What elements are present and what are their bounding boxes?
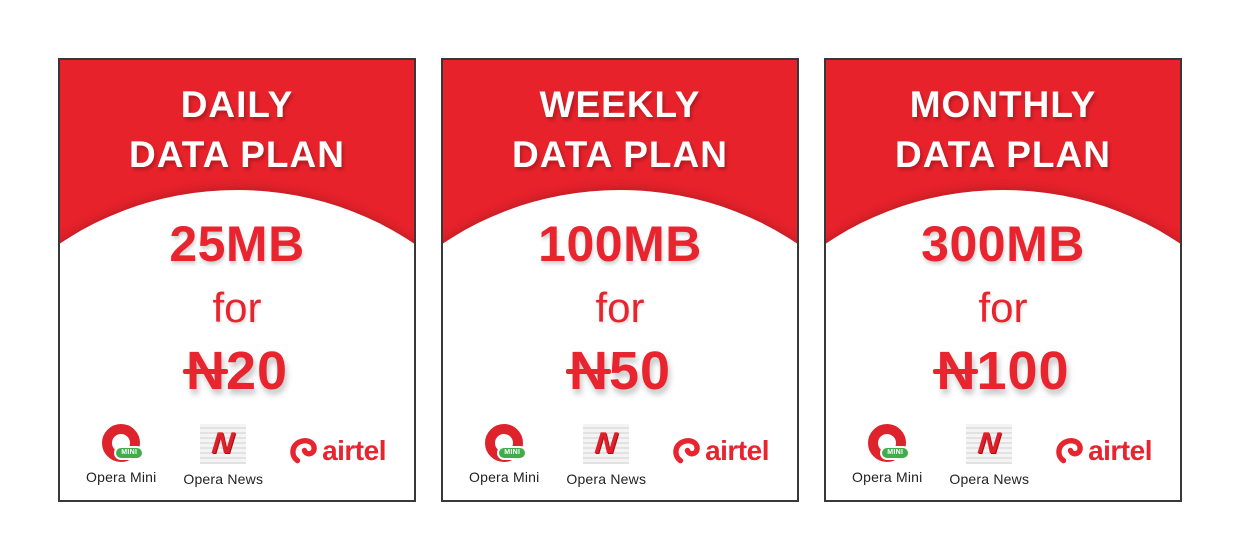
naira-sign: N [933, 341, 979, 401]
data-amount: 300MB [921, 216, 1085, 272]
partner-logos: MINI Opera Mini N Opera News airtel [826, 424, 1180, 487]
price: N50 [565, 340, 672, 402]
mini-badge: MINI [114, 446, 145, 460]
card-content: DAILY DATA PLAN 25MB for N20 MINI Opera … [60, 60, 414, 500]
opera-news-icon: N [966, 424, 1013, 464]
opera-mini-icon: MINI [485, 424, 528, 462]
airtel-wordmark: airtel [1088, 435, 1152, 466]
opera-mini-logo: MINI Opera Mini [86, 424, 156, 485]
for-label: for [978, 284, 1028, 331]
opera-news-icon: N [583, 424, 630, 464]
plan-title-line2: DATA PLAN [129, 134, 345, 175]
plan-title: WEEKLY DATA PLAN [512, 80, 728, 180]
opera-news-label: Opera News [183, 471, 264, 487]
airtel-swoosh-icon [290, 438, 317, 464]
opera-mini-icon: MINI [102, 424, 145, 462]
card-content: WEEKLY DATA PLAN 100MB for N50 MINI Oper… [443, 60, 797, 500]
opera-news-label: Opera News [949, 471, 1030, 487]
mini-badge: MINI [880, 446, 911, 460]
daily-plan-card: DAILY DATA PLAN 25MB for N20 MINI Opera … [58, 58, 416, 502]
opera-news-icon: N [200, 424, 247, 464]
naira-sign: N [565, 341, 611, 401]
price: N20 [182, 340, 289, 402]
opera-news-logo: N Opera News [949, 424, 1029, 487]
opera-mini-icon: MINI [868, 424, 911, 462]
airtel-wordmark: airtel [705, 435, 769, 466]
naira-sign: N [182, 341, 228, 401]
mini-badge: MINI [497, 446, 528, 460]
weekly-plan-card: WEEKLY DATA PLAN 100MB for N50 MINI Oper… [441, 58, 799, 502]
opera-mini-label: Opera Mini [86, 469, 157, 485]
plan-title: DAILY DATA PLAN [129, 80, 345, 180]
card-content: MONTHLY DATA PLAN 300MB for N100 MINI Op… [826, 60, 1180, 500]
price: N100 [933, 340, 1070, 402]
opera-mini-logo: MINI Opera Mini [469, 424, 539, 485]
for-label: for [595, 284, 645, 331]
plan-title-line2: DATA PLAN [895, 134, 1111, 175]
plan-period: MONTHLY [909, 84, 1097, 125]
airtel-logo: airtel [673, 436, 769, 466]
opera-news-monogram: N [976, 427, 1002, 460]
opera-mini-label: Opera Mini [469, 469, 540, 485]
price-amount: 20 [225, 341, 289, 401]
plan-period: DAILY [180, 84, 294, 125]
plan-title-line2: DATA PLAN [512, 134, 728, 175]
price-amount: 50 [608, 341, 672, 401]
monthly-plan-card: MONTHLY DATA PLAN 300MB for N100 MINI Op… [824, 58, 1182, 502]
opera-news-monogram: N [593, 427, 619, 460]
airtel-swoosh-icon [673, 438, 700, 464]
airtel-swoosh-icon [1056, 438, 1083, 464]
opera-mini-label: Opera Mini [852, 469, 923, 485]
opera-news-monogram: N [210, 427, 236, 460]
airtel-wordmark: airtel [322, 435, 386, 466]
airtel-logo: airtel [1056, 436, 1152, 466]
for-label: for [212, 284, 262, 331]
plan-title: MONTHLY DATA PLAN [895, 80, 1111, 180]
airtel-logo: airtel [290, 436, 386, 466]
opera-news-label: Opera News [566, 471, 647, 487]
opera-news-logo: N Opera News [566, 424, 646, 487]
price-amount: 100 [976, 341, 1070, 401]
plan-period: WEEKLY [539, 84, 701, 125]
opera-news-logo: N Opera News [183, 424, 263, 487]
data-amount: 100MB [538, 216, 702, 272]
partner-logos: MINI Opera Mini N Opera News airtel [443, 424, 797, 487]
opera-mini-logo: MINI Opera Mini [852, 424, 922, 485]
data-amount: 25MB [169, 216, 305, 272]
partner-logos: MINI Opera Mini N Opera News airtel [60, 424, 414, 487]
